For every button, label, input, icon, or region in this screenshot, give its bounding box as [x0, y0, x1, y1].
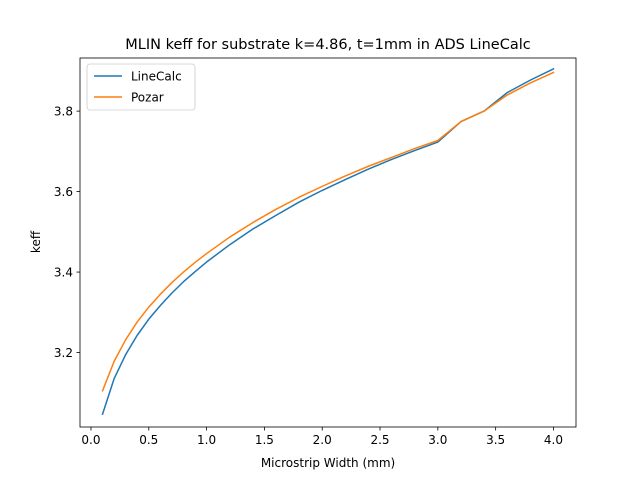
x-axis-ticks: 0.0 0.5 1.0 1.5 2.0 2.5 3.0 3.5 4.0: [81, 427, 563, 447]
x-tick-label: 3.5: [486, 433, 505, 447]
legend-label-linecalc: LineCalc: [131, 69, 182, 83]
axes-frame: [79, 57, 577, 428]
legend-label-pozar: Pozar: [131, 90, 164, 104]
chart-title: MLIN keff for substrate k=4.86, t=1mm in…: [125, 37, 530, 53]
y-tick-label: 3.8: [54, 104, 73, 118]
x-tick-label: 2.0: [313, 433, 332, 447]
x-tick-label: 0.5: [139, 433, 158, 447]
y-tick-label: 3.6: [54, 185, 73, 199]
x-tick-label: 0.0: [81, 433, 100, 447]
plot-area: [101, 67, 555, 416]
y-tick-label: 3.2: [54, 346, 73, 360]
x-tick-label: 3.0: [428, 433, 447, 447]
x-tick-label: 1.0: [197, 433, 216, 447]
y-tick-label: 3.4: [54, 265, 73, 279]
x-tick-label: 2.5: [370, 433, 389, 447]
x-tick-label: 1.5: [255, 433, 274, 447]
y-axis-label: keff: [29, 230, 43, 253]
y-axis-ticks: 3.2 3.4 3.6 3.8: [54, 104, 80, 360]
series-line-pozar: [101, 71, 555, 392]
x-tick-label: 4.0: [544, 433, 563, 447]
x-axis-label: Microstrip Width (mm): [261, 456, 395, 470]
legend: LineCalc Pozar: [86, 63, 196, 111]
